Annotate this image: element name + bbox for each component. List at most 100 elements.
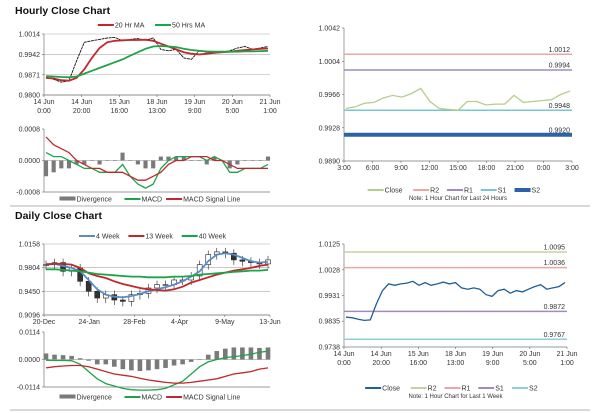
level-label-s1: 0.9948: [549, 103, 571, 110]
y-tick-label: 0.0008: [19, 127, 41, 134]
x-tick-label: 3:00: [565, 165, 579, 172]
level-label-r2: 1.0012: [549, 47, 571, 54]
legend-swatch: [59, 394, 76, 399]
divergence-bar: [197, 359, 202, 360]
divergence-bar: [265, 156, 271, 161]
candle: [239, 259, 246, 262]
x-tick-label: 24-Jan: [78, 319, 100, 326]
divergence-bar: [59, 160, 64, 169]
x-tick-label: 15:00: [449, 165, 467, 172]
y-tick-label: 1.0014: [19, 32, 41, 39]
divergence-bar: [250, 160, 255, 161]
series-line-macd: [45, 152, 269, 189]
x-tick-label: 12:00: [421, 165, 439, 172]
divergence-bar: [129, 359, 134, 371]
legend-label: MACD Signal Line: [183, 395, 240, 402]
divergence-bar: [163, 359, 168, 368]
series-line-macd-signal-line: [45, 136, 268, 181]
y-tick-label: 0.9931: [319, 293, 341, 300]
level-label-s2: 0.9920: [549, 127, 571, 134]
divergence-bar: [204, 160, 209, 165]
divergence-bar: [120, 152, 125, 161]
x-tick-label: 9:00: [394, 165, 408, 172]
divergence-bar: [188, 359, 194, 362]
divergence-bar: [231, 347, 237, 360]
y-tick-label: 1.0125: [319, 242, 341, 249]
x-tick-label: 6:00: [366, 165, 380, 172]
x-tick-label: 13:00: [447, 360, 465, 367]
divergence-bar: [174, 156, 179, 161]
x-tick-label: 19 Jun: [184, 99, 205, 106]
series-line-macd: [45, 350, 269, 391]
y-tick-label: 0.9871: [19, 72, 41, 79]
x-tick-label: 0:00: [537, 165, 551, 172]
legend-label: S2: [532, 188, 541, 195]
x-tick-label: 9:00: [188, 108, 202, 115]
divergence-bar: [248, 347, 254, 360]
divergence-bar: [103, 359, 109, 365]
series-line-40-week: [46, 268, 269, 279]
x-tick-label: 14 Jun: [33, 99, 54, 106]
x-tick-label: 9:00: [486, 360, 500, 367]
legend: 20 Hr MA 50 Hrs MA: [97, 23, 205, 30]
divergence-bar: [189, 160, 194, 161]
legend-label: MACD Signal Line: [183, 197, 240, 204]
legend-label: Close: [385, 188, 403, 195]
candle: [120, 299, 126, 302]
y-tick-label: -0.0008: [16, 190, 40, 197]
x-tick-label: 9-May: [215, 319, 235, 326]
divergence-bar: [143, 160, 148, 169]
series-line-50-hrs-ma: [45, 45, 269, 79]
divergence-bar: [89, 160, 95, 161]
divergence-bar: [51, 160, 56, 173]
divergence-bar: [166, 156, 171, 161]
level-label-r1: 1.0036: [544, 260, 566, 267]
x-tick-label: 0:00: [37, 108, 51, 115]
divergence-bar: [82, 160, 87, 165]
legend: Divergence MACD MACD Signal Line: [59, 196, 240, 204]
y-tick-label: 0.9928: [319, 125, 341, 132]
y-tick-label: 0.9966: [319, 92, 341, 99]
x-tick-label: 20:00: [73, 108, 91, 115]
legend-label: R1: [461, 386, 470, 393]
divergence-bar: [265, 347, 271, 360]
x-tick-label: 14 Jun: [71, 99, 92, 106]
divergence-bar: [105, 160, 110, 161]
divergence-bar: [112, 160, 117, 161]
y-tick-label: -0.0114: [17, 385, 40, 392]
x-tick-label: 0:00: [337, 360, 351, 367]
x-tick-label: 5:00: [226, 108, 240, 115]
x-tick-label: 5:00: [523, 360, 537, 367]
divergence-bar: [60, 355, 66, 360]
x-tick-label: 14 Jun: [371, 351, 392, 358]
divergence-bar: [137, 359, 143, 372]
legend-label: R2: [428, 386, 437, 393]
x-tick-label: 3:00: [337, 165, 351, 172]
legend-label: S1: [498, 188, 507, 195]
legend: Close R2 R1 S1 S2: [365, 386, 538, 393]
legend-label: 50 Hrs MA: [172, 23, 205, 30]
x-tick-label: 18 Jun: [146, 99, 167, 106]
divergence-bar: [242, 160, 248, 161]
divergence-bar: [69, 355, 74, 360]
x-tick-label: 13-Jun: [259, 319, 281, 326]
x-tick-label: 15 Jun: [109, 99, 130, 106]
y-tick-label: 0.9800: [19, 93, 41, 100]
divergence-bar: [180, 359, 185, 365]
level-label-r1: 0.9994: [549, 63, 571, 70]
legend-label: 20 Hr MA: [115, 23, 145, 30]
legend-label: 13 Week: [145, 234, 173, 241]
divergence-bar: [86, 359, 91, 361]
divergence-bar: [135, 160, 140, 165]
divergence-bar: [181, 156, 186, 161]
x-tick-label: 16:00: [111, 108, 129, 115]
y-tick-label: 0.0000: [19, 158, 41, 165]
y-tick-label: 1.0028: [319, 267, 341, 274]
y-tick-label: 0.9096: [19, 313, 41, 320]
legend-label: R2: [430, 188, 439, 195]
y-tick-label: 1.0004: [319, 59, 341, 66]
y-tick-label: 0.0114: [19, 330, 40, 337]
hourly-main-chart: 0.9800 0.9871 0.9942 1.0014 14 Jun 0:00 14 Jun…: [19, 23, 281, 116]
legend-label: MACD: [142, 197, 163, 204]
